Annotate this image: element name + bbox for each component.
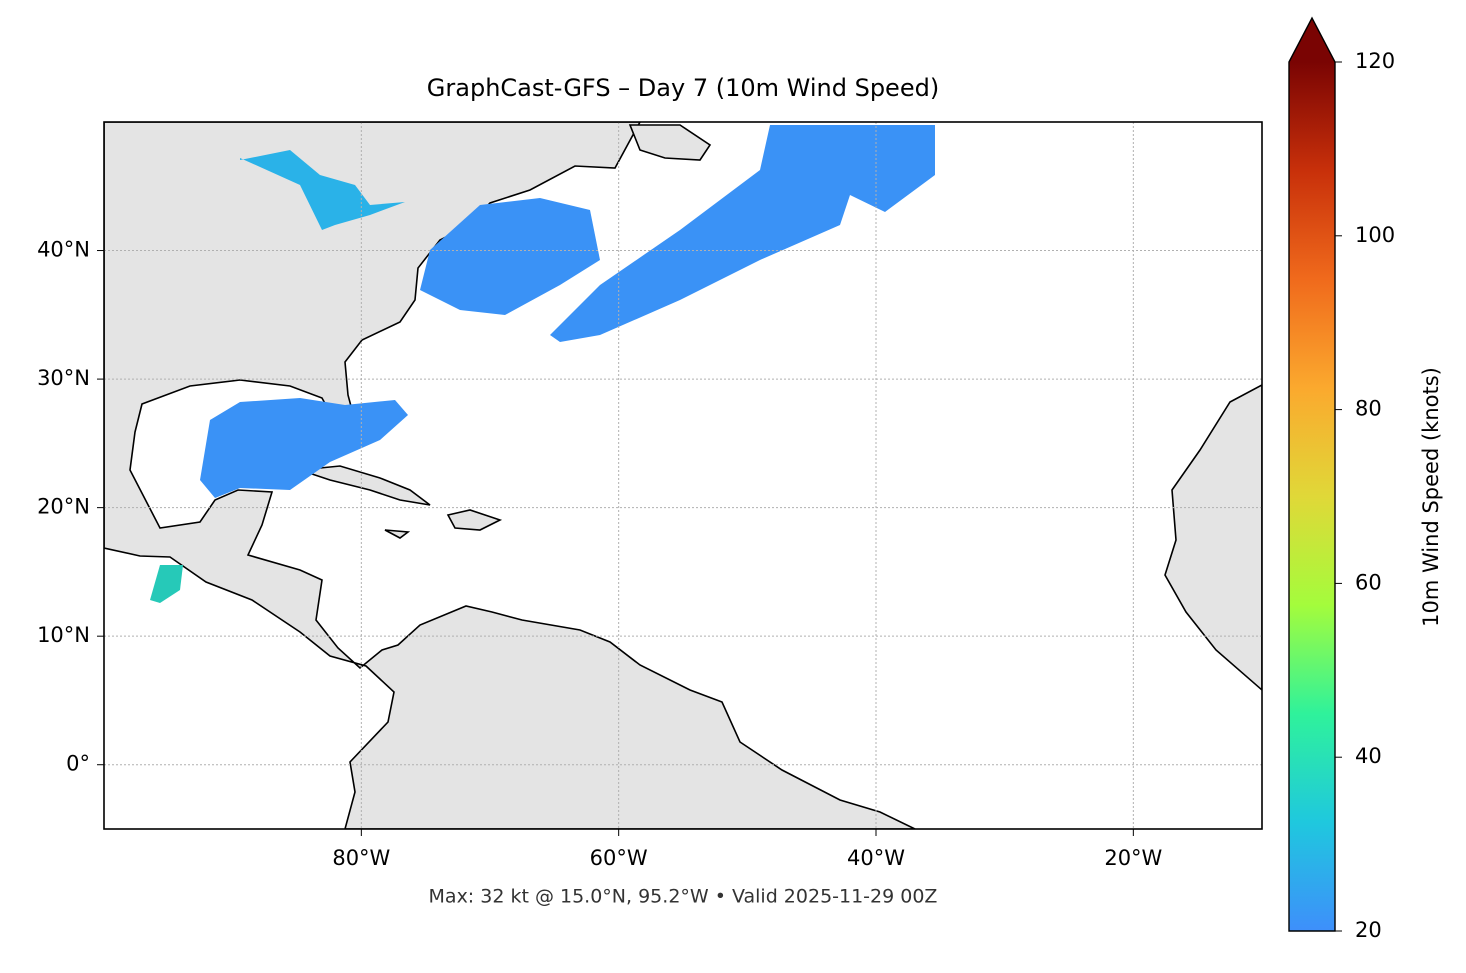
cuba [299,465,431,506]
x-tick-label: 60°W [590,846,648,870]
colorbar-tick-label: 60 [1355,570,1382,594]
y-tick-label: 10°N [37,623,90,647]
plot-frame [103,121,1263,830]
colorbar-outline [1288,16,1336,932]
africa [1164,384,1262,692]
hispaniola [446,509,503,531]
footer-note: Max: 32 kt @ 15.0°N, 95.2°W • Valid 2025… [429,886,938,908]
x-tick-label: 20°W [1104,846,1162,870]
colorbar-tick-label: 20 [1355,918,1382,942]
colorbar-tick-label: 120 [1355,49,1395,73]
y-tick-label: 0° [66,752,90,776]
grid [104,122,1262,829]
wind-gulf [200,398,408,498]
x-tick-label: 40°W [847,846,905,870]
wind-pacific [150,565,183,603]
y-tick-label: 40°N [37,238,90,262]
colorbar: 20 40 60 80 100 120 [1288,16,1395,942]
colorbar-tick-label: 80 [1355,397,1382,421]
wind-northeast [420,198,600,315]
newfoundland [628,124,712,161]
colorbar-extend [1289,18,1335,62]
map [104,122,1262,829]
colorbar-label: 10m Wind Speed (knots) [1419,367,1443,627]
colorbar-tick-label: 100 [1355,223,1395,247]
chart-title: GraphCast-GFS – Day 7 (10m Wind Speed) [427,74,939,102]
colorbar-fill [1289,62,1335,931]
colorbar-tick-label: 40 [1355,744,1382,768]
wind-lakes [240,150,405,230]
y-tick-label: 30°N [37,366,90,390]
y-tick-label: 20°N [37,495,90,519]
jamaica [384,529,411,539]
x-tick-label: 80°W [332,846,390,870]
americas [104,122,916,829]
wind-atlantic [550,125,935,342]
